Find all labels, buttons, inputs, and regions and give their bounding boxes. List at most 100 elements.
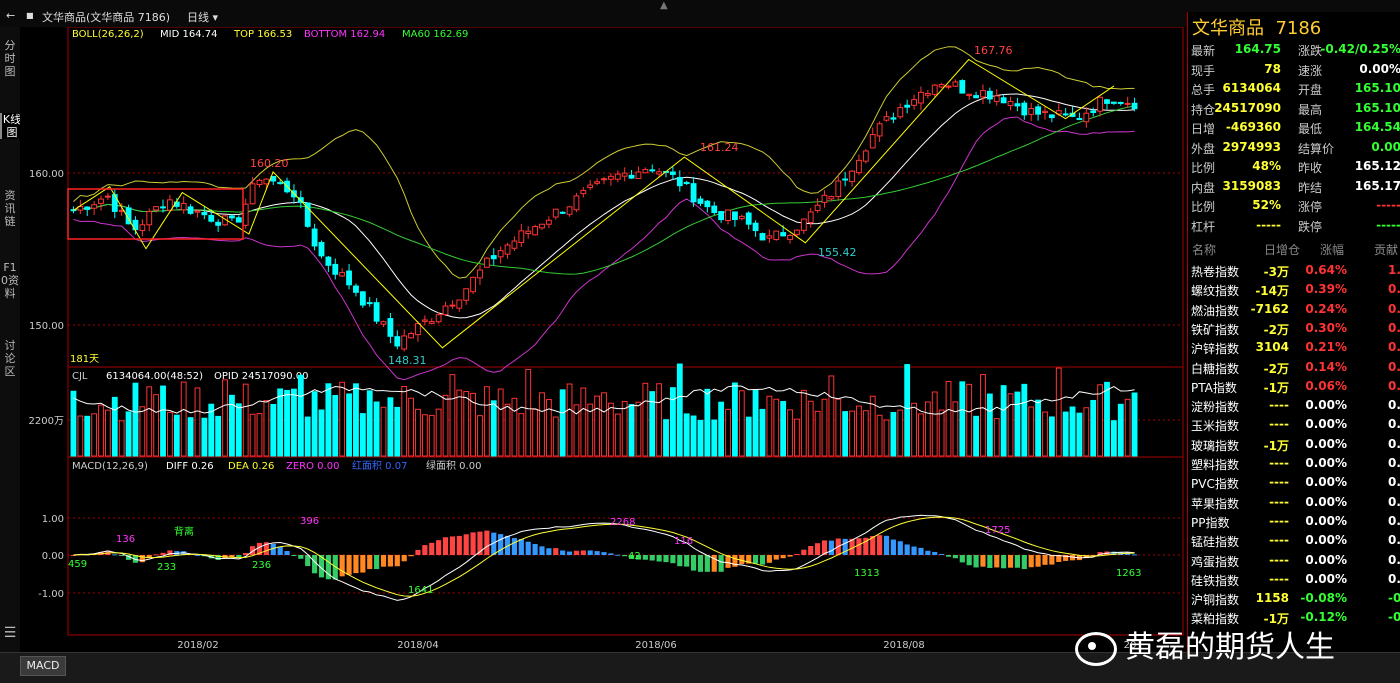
- col-inc[interactable]: 日增仓: [1264, 243, 1301, 257]
- macd-bar: [387, 555, 393, 567]
- tab-forum[interactable]: 讨论区: [4, 339, 16, 378]
- index-chg: 0.00%: [1305, 571, 1347, 586]
- macd-bar: [966, 555, 972, 566]
- candle: [766, 235, 773, 239]
- table-row[interactable]: 硅铁指数 ---- 0.00% 0.: [1188, 570, 1400, 589]
- candle: [725, 209, 731, 221]
- table-row[interactable]: PVC指数 ---- 0.00% 0.: [1188, 473, 1400, 492]
- table-row[interactable]: PP指数 ---- 0.00% 0.: [1188, 512, 1400, 531]
- col-name[interactable]: 名称: [1192, 243, 1217, 257]
- candle: [111, 194, 118, 212]
- macd-bar: [794, 553, 800, 555]
- table-row[interactable]: 玉米指数 ---- 0.00% 0.: [1188, 415, 1400, 434]
- macd-bar: [380, 555, 387, 567]
- candle: [91, 204, 98, 209]
- macd-bar: [849, 538, 855, 555]
- candle: [125, 207, 132, 225]
- menu-icon[interactable]: ■: [26, 11, 34, 20]
- macd-bar: [1056, 555, 1062, 562]
- quote-label: 昨收: [1298, 161, 1323, 175]
- tab-fenshi[interactable]: 分时图: [4, 39, 16, 78]
- window-title: 文华商品(文华商品 7186): [42, 11, 171, 24]
- tab-macd[interactable]: MACD: [20, 656, 66, 676]
- volume-bar: [897, 409, 904, 457]
- quote-label: 杠杆: [1191, 219, 1216, 234]
- volume-bar: [215, 415, 222, 457]
- candle: [463, 288, 470, 301]
- volume-bar: [146, 386, 153, 457]
- table-row[interactable]: 螺纹指数 -14万 0.39% 0.: [1188, 280, 1400, 299]
- candle: [704, 200, 711, 208]
- list-menu-icon[interactable]: ☰: [3, 625, 17, 641]
- macd-bar: [1042, 555, 1048, 565]
- candle: [800, 218, 807, 231]
- boll-bottom: BOTTOM 162.94: [304, 29, 385, 40]
- table-row[interactable]: 铁矿指数 -2万 0.30% 0.: [1188, 319, 1400, 338]
- macd-bar: [236, 555, 242, 558]
- index-inc: ----: [1269, 398, 1289, 413]
- scroll-handle[interactable]: ▲: [660, 0, 668, 11]
- macd-histogram: [70, 514, 1138, 601]
- kline-chart[interactable]: 160.00 150.00 2200万 1.00 0.00 -1.00 2018…: [20, 27, 1187, 652]
- tab-f10[interactable]: F10资料: [1, 261, 19, 300]
- candle: [718, 211, 725, 221]
- macd-bar: [746, 555, 752, 564]
- table-row[interactable]: 鸡蛋指数 ---- 0.00% 0.: [1188, 551, 1400, 570]
- volume-bar: [166, 411, 173, 457]
- table-row[interactable]: 玻璃指数 -1万 0.00% 0.: [1188, 435, 1400, 454]
- volume-bar: [291, 388, 297, 457]
- volume-bar: [683, 413, 690, 457]
- volume-bar: [325, 383, 332, 457]
- volume-bar: [297, 374, 304, 457]
- volume-bar: [821, 398, 828, 457]
- volume-bar: [84, 415, 91, 457]
- table-row[interactable]: 白糖指数 -2万 0.14% 0.: [1188, 358, 1400, 377]
- index-inc: 3104: [1255, 340, 1289, 355]
- tab-kline[interactable]: K线图: [0, 113, 22, 139]
- boll-name[interactable]: BOLL(26,26,2): [72, 29, 144, 40]
- price-annotation: 160.20: [250, 157, 289, 170]
- macd-bar: [291, 555, 297, 556]
- back-arrow-icon[interactable]: ←: [6, 9, 16, 22]
- table-row[interactable]: 沪锌指数 3104 0.21% 0.: [1188, 338, 1400, 357]
- volume-bar: [766, 395, 773, 457]
- candle: [1062, 113, 1069, 116]
- candle: [869, 134, 876, 149]
- volume-bar: [270, 403, 277, 457]
- table-row[interactable]: 苹果指数 ---- 0.00% 0.: [1188, 493, 1400, 512]
- volume-bar: [552, 416, 559, 457]
- boll-legend: BOLL(26,26,2) MID 164.74 TOP 166.53 BOTT…: [72, 29, 468, 40]
- ma60-line: [73, 105, 1135, 275]
- col-chg[interactable]: 涨幅: [1320, 243, 1345, 257]
- volume-bar: [1069, 406, 1076, 457]
- table-row[interactable]: 燃油指数 -7162 0.24% 0.: [1188, 300, 1400, 319]
- table-row[interactable]: 菜粕指数 -1万 -0.12% -0.: [1188, 608, 1400, 627]
- candle: [890, 117, 897, 120]
- candle: [918, 91, 924, 104]
- index-contrib: 0.: [1388, 340, 1400, 355]
- volume-bar: [511, 397, 518, 457]
- period-selector[interactable]: 日线 ▾: [187, 9, 218, 25]
- table-row[interactable]: 塑料指数 ---- 0.00% 0.: [1188, 454, 1400, 473]
- quote-value: 165.12: [1354, 159, 1400, 173]
- volume-bar: [1021, 383, 1028, 457]
- macd-name[interactable]: MACD(12,26,9): [72, 461, 148, 472]
- tab-news[interactable]: 资讯链: [4, 189, 16, 228]
- table-row[interactable]: 沪铜指数 1158 -0.08% -0.: [1188, 589, 1400, 608]
- volume-bar: [490, 400, 497, 457]
- candle: [229, 215, 235, 219]
- boll-top-line: [73, 46, 1135, 279]
- macd-bar: [1131, 554, 1138, 556]
- quote-row: 内盘 3159083 昨结 165.17: [1188, 177, 1400, 196]
- table-row[interactable]: PTA指数 -1万 0.06% 0.: [1188, 377, 1400, 396]
- quote-value: 52%: [1252, 198, 1281, 212]
- col-contrib[interactable]: 贡献: [1374, 243, 1399, 257]
- candle: [732, 211, 738, 221]
- vol-name[interactable]: CJL: [72, 371, 88, 382]
- table-row[interactable]: 锰硅指数 ---- 0.00% 0.: [1188, 531, 1400, 550]
- volume-bar: [566, 383, 573, 457]
- table-row[interactable]: 热卷指数 -3万 0.64% 1.2: [1188, 261, 1400, 280]
- contract-name: 文华商品: [1192, 18, 1264, 39]
- table-row[interactable]: 淀粉指数 ---- 0.00% 0.: [1188, 396, 1400, 415]
- index-contrib: 0.: [1388, 456, 1400, 470]
